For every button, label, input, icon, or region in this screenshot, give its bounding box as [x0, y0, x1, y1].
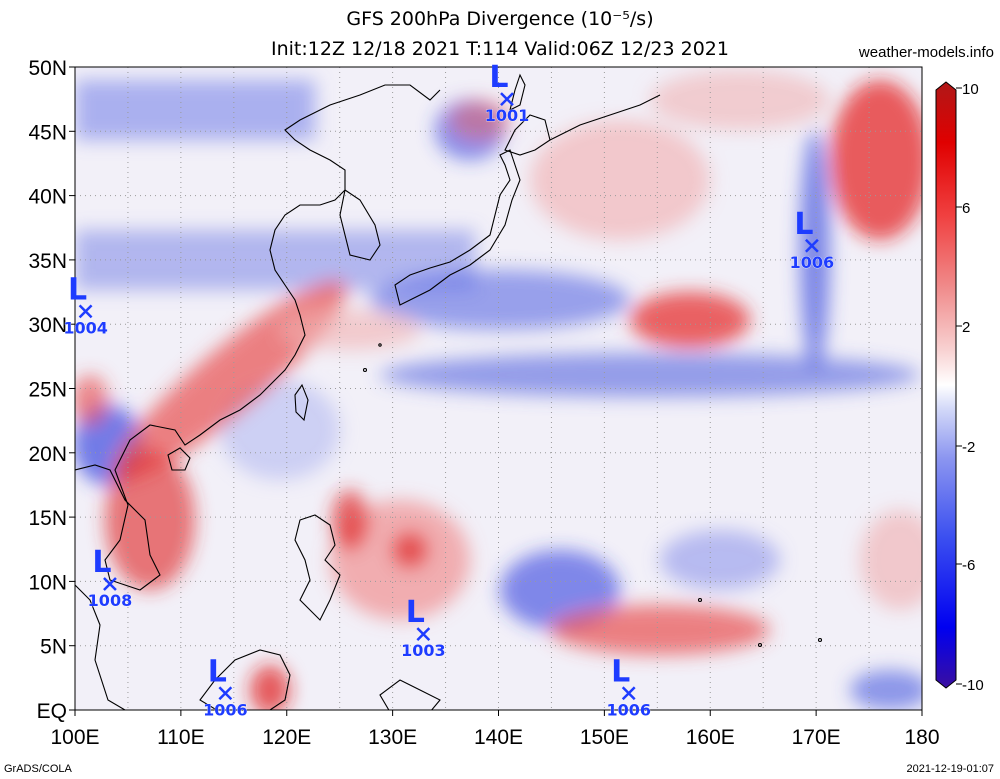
low-marker: L 1006 [606, 654, 651, 719]
timestamp: 2021-12-19-01:07 [906, 763, 994, 775]
lon-tick-label: 110E [157, 726, 205, 749]
lon-axis: 100E 110E 120E 130E 140E 150E 160E 170E 180 [50, 710, 940, 749]
lat-tick-label: 45N [28, 121, 67, 144]
low-pressure-value: 1006 [790, 253, 835, 272]
low-pressure-markers: L 1001 L 1006 L 1004 L 1008 L 1003 L 1006 L 1006 [63, 60, 834, 719]
lon-tick-label: 170E [792, 726, 841, 749]
lat-tick-label: EQ [37, 700, 67, 723]
low-letter: L [611, 654, 630, 689]
lon-tick-label: 140E [474, 726, 523, 749]
coastlines [75, 73, 823, 710]
low-marker: L 1008 [87, 545, 133, 610]
colorbar-label: 2 [962, 319, 970, 336]
lat-tick-label: 25N [28, 379, 67, 402]
map-title: GFS 200hPa Divergence (10⁻⁵/s) [346, 8, 654, 30]
low-pressure-value: 1001 [485, 106, 530, 125]
colorbar-labels: 10 6 2 -2 -6 -10 [956, 81, 984, 694]
map-subtitle: Init:12Z 12/18 2021 T:114 Valid:06Z 12/2… [271, 38, 729, 60]
low-marker: L 1001 [484, 60, 530, 125]
lon-tick-label: 120E [262, 726, 311, 749]
low-pressure-value: 1008 [88, 591, 133, 610]
lat-axis: EQ 5N 10N 15N 20N 25N 30N 35N 40N 45N 50N [28, 57, 75, 723]
lon-tick-label: 130E [368, 726, 417, 749]
low-pressure-value: 1004 [63, 318, 108, 337]
lat-tick-label: 40N [28, 186, 67, 209]
low-center-x [103, 577, 117, 591]
low-center-x [805, 238, 819, 253]
low-letter: L [68, 272, 87, 307]
low-letter: L [794, 207, 813, 242]
low-pressure-value: 1006 [203, 700, 248, 719]
lon-tick-label: 150E [580, 726, 629, 749]
low-center-x [621, 686, 636, 701]
low-center-x [78, 304, 93, 319]
colorbar-label: 10 [962, 81, 979, 98]
low-marker: L 1006 [203, 654, 248, 719]
lat-tick-label: 5N [40, 636, 67, 659]
lat-tick-label: 30N [28, 314, 67, 337]
colorbar-label: -2 [962, 439, 975, 456]
lat-tick-label: 15N [28, 507, 67, 530]
lon-tick-label: 100E [50, 726, 99, 749]
low-letter: L [92, 545, 111, 580]
low-marker: L 1004 [63, 272, 108, 337]
low-center-x [416, 627, 431, 642]
colorbar-label: -10 [962, 677, 984, 694]
low-center-x [218, 686, 233, 701]
low-center-x [500, 92, 514, 107]
lon-tick-label: 180 [904, 726, 939, 749]
low-marker: L 1003 [401, 595, 446, 660]
low-pressure-value: 1006 [606, 700, 651, 719]
low-letter: L [208, 654, 227, 689]
lat-tick-label: 50N [28, 57, 67, 80]
graticule [75, 67, 922, 710]
colorbar: 10 6 2 -2 -6 -10 [935, 81, 984, 694]
low-pressure-value: 1003 [401, 641, 446, 660]
low-letter: L [406, 595, 425, 630]
lat-tick-label: 20N [28, 443, 67, 466]
site-credit: weather-models.info [858, 44, 994, 61]
low-marker: L 1006 [789, 207, 835, 272]
grads-credit: GrADS/COLA [4, 763, 72, 775]
lat-tick-label: 10N [28, 571, 67, 594]
lon-tick-label: 160E [686, 726, 735, 749]
low-letter: L [489, 60, 508, 95]
colorbar-bar [935, 81, 957, 689]
colorbar-label: 6 [962, 200, 970, 217]
colorbar-label: -6 [962, 557, 975, 574]
lat-tick-label: 35N [28, 250, 67, 273]
